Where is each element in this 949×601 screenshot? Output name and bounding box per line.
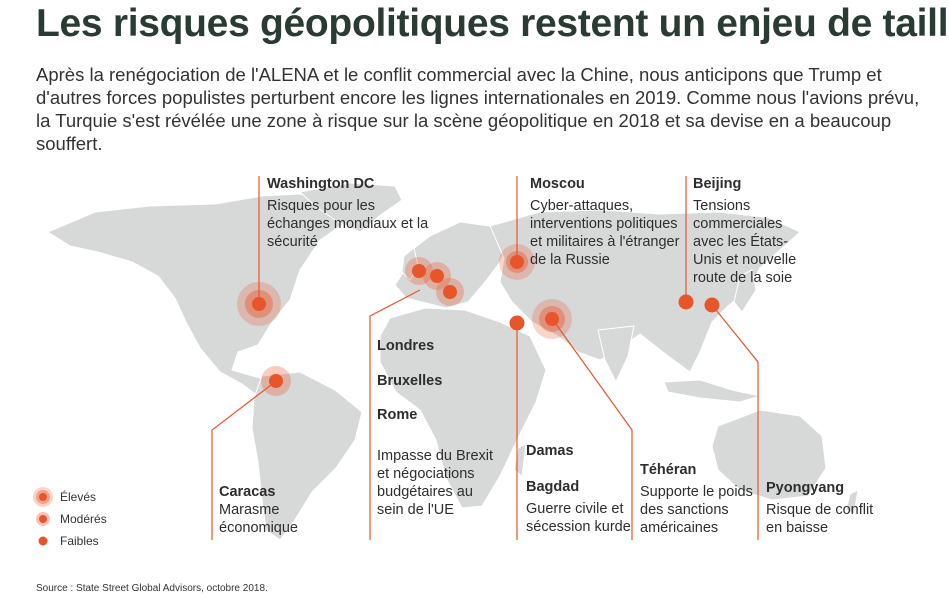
text-washington: Risques pour les échanges mondiaux et la… <box>267 198 429 250</box>
continents <box>46 182 859 541</box>
source-note: Source : State Street Global Advisors, o… <box>36 583 268 594</box>
city-londres: Londres <box>377 338 435 354</box>
greenland-shape <box>298 182 403 233</box>
legend-label-eleves: Élevés <box>60 490 97 504</box>
legend: Élevés Modérés Faibles <box>30 486 107 552</box>
north-america-shape <box>46 193 347 397</box>
leader-line-europe <box>369 289 421 540</box>
marker-londres <box>405 257 433 285</box>
label-teheran: Téhéran Supporte le poids des sanctions … <box>640 461 760 537</box>
india-shape <box>597 325 635 384</box>
marker-bruxelles <box>423 262 451 290</box>
text-beijing: Tensions commerciales avec les États-Uni… <box>693 198 797 286</box>
text-teheran: Supporte le poids des sanctions américai… <box>640 484 753 536</box>
city-beijing: Beijing <box>693 176 742 192</box>
legend-high-icon <box>33 487 53 507</box>
marker-moscou <box>499 244 535 280</box>
city-bagdad: Bagdad <box>526 479 580 495</box>
city-bruxelles: Bruxelles <box>377 373 443 389</box>
leader-line-teheran <box>552 319 633 540</box>
city-washington: Washington DC <box>267 176 375 192</box>
legend-label-faibles: Faibles <box>60 534 99 548</box>
indonesia-shape <box>663 379 761 403</box>
marker-rome <box>436 278 464 306</box>
city-caracas: Caracas <box>219 484 276 500</box>
south-america-shape <box>251 371 363 541</box>
legend-item-eleves: Élevés <box>30 486 107 508</box>
text-caracas: Marasme économique <box>219 502 298 536</box>
leader-line-pyongyang <box>711 304 759 540</box>
intro-paragraph: Après la renégociation de l'ALENA et le … <box>36 64 920 154</box>
city-damas: Damas <box>526 443 574 459</box>
label-bagdad: Bagdad Guerre civile et sécession kurde <box>526 478 638 536</box>
legend-low-icon <box>38 536 48 546</box>
marker-caracas <box>261 366 291 396</box>
marker-pyongyang <box>704 297 720 313</box>
text-europe: Impasse du Brexit et négociations budgét… <box>377 448 494 518</box>
marker-beijing <box>678 294 694 310</box>
label-caracas: Caracas Marasme économique <box>219 483 329 537</box>
page-title: Les risques géopolitiques restent un enj… <box>36 2 949 45</box>
city-moscou: Moscou <box>530 176 585 192</box>
marker-damas <box>509 315 525 331</box>
asia-shape <box>489 209 801 373</box>
text-moscou: Cyber-attaques, interventions politiques… <box>530 198 680 268</box>
city-teheran: Téhéran <box>640 462 697 478</box>
legend-item-faibles: Faibles <box>30 530 107 552</box>
text-moyen-orient: Guerre civile et sécession kurde <box>526 501 631 535</box>
leader-lines <box>211 176 759 540</box>
new-zealand-shape <box>845 489 859 515</box>
legend-medium-icon <box>36 512 50 526</box>
australia-shape <box>711 409 827 501</box>
japan-shape <box>733 269 757 313</box>
madagascar-shape <box>513 443 527 477</box>
marker-bagdad <box>532 299 572 339</box>
label-pyongyang: Pyongyang Risque de conflit en baisse <box>766 479 884 537</box>
label-washington: Washington DC Risques pour les échanges … <box>267 175 467 251</box>
city-rome: Rome <box>377 407 418 423</box>
text-pyongyang: Risque de conflit en baisse <box>766 502 874 536</box>
leader-line-caracas <box>211 381 276 540</box>
legend-label-moderes: Modérés <box>60 512 107 526</box>
africa-shape <box>379 307 547 509</box>
legend-item-moderes: Modérés <box>30 508 107 530</box>
risk-markers <box>237 244 720 396</box>
city-pyongyang: Pyongyang <box>766 480 845 496</box>
marker-washington <box>237 282 281 326</box>
label-moscou: Moscou Cyber-attaques, interventions pol… <box>530 175 680 269</box>
label-beijing: Beijing Tensions commerciales avec les É… <box>693 175 811 287</box>
